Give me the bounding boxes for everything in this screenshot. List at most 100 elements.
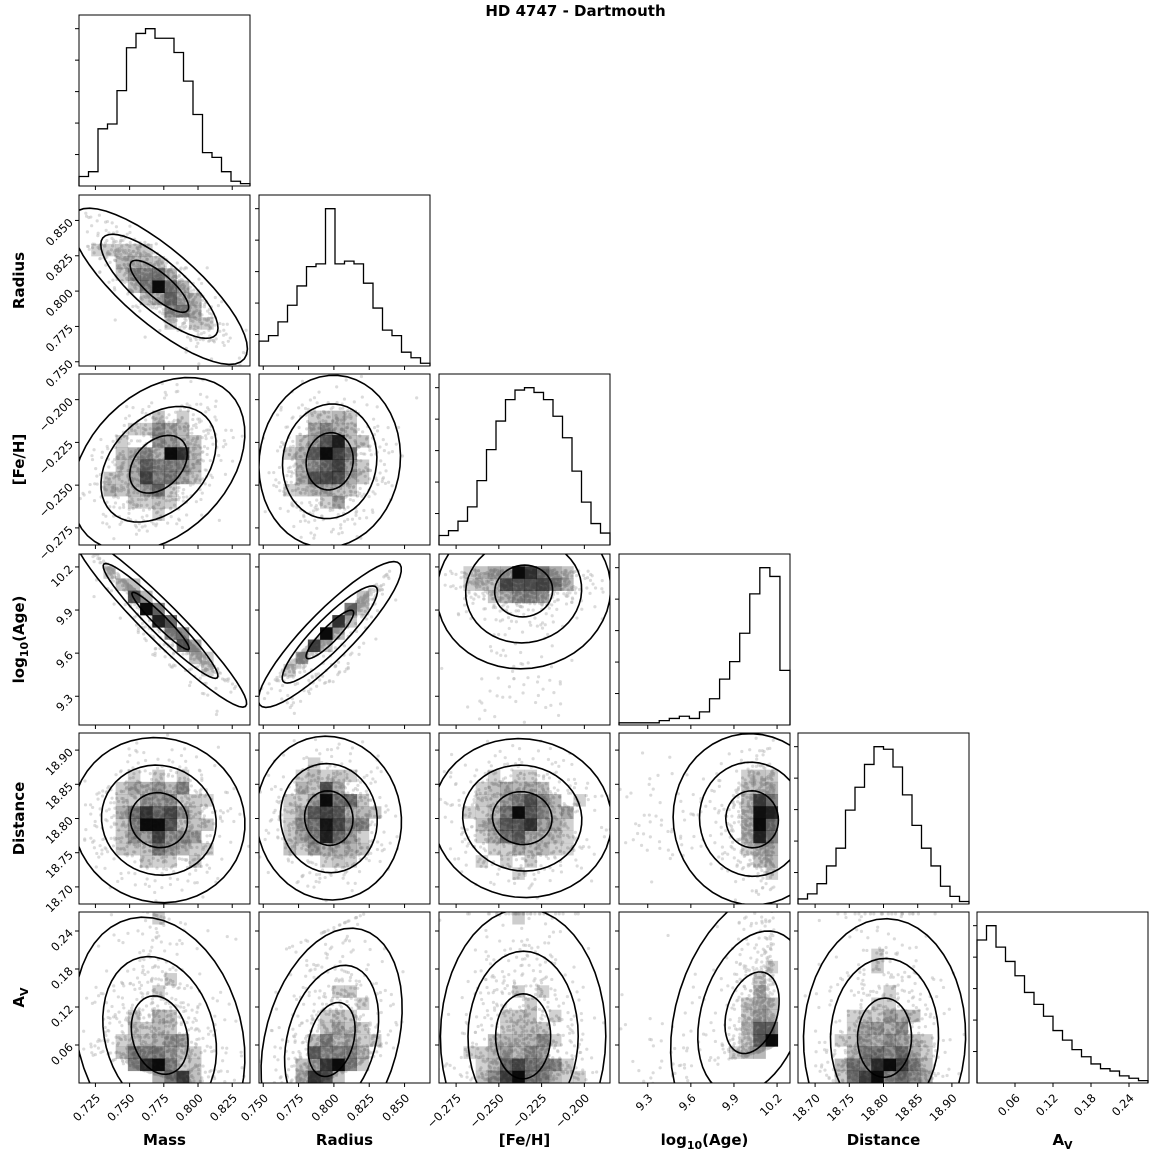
sample-point bbox=[196, 417, 199, 420]
sample-point bbox=[108, 545, 111, 548]
sample-point bbox=[291, 504, 294, 507]
sample-point bbox=[232, 436, 235, 439]
sample-point bbox=[135, 533, 138, 536]
density-bin bbox=[345, 484, 358, 497]
sample-point bbox=[360, 615, 363, 618]
sample-point bbox=[308, 501, 311, 504]
histogram-feh bbox=[435, 374, 610, 549]
density-bin bbox=[320, 411, 333, 424]
sample-point bbox=[208, 339, 211, 342]
sample-point bbox=[397, 426, 400, 429]
sample-point bbox=[173, 419, 176, 422]
sample-point bbox=[214, 687, 217, 690]
density-bin bbox=[165, 472, 178, 485]
sample-point bbox=[176, 261, 179, 264]
panel-frame bbox=[977, 912, 1148, 1083]
sample-point bbox=[358, 517, 361, 520]
sample-point bbox=[202, 430, 205, 433]
sample-point bbox=[92, 448, 95, 451]
sample-point bbox=[163, 396, 166, 399]
sample-point bbox=[280, 697, 283, 700]
sample-point bbox=[360, 495, 363, 498]
density-bin bbox=[116, 472, 129, 485]
sample-point bbox=[536, 624, 539, 627]
sample-point bbox=[66, 551, 69, 554]
sample-point bbox=[208, 312, 211, 315]
sample-point bbox=[185, 513, 188, 516]
sample-point bbox=[376, 429, 379, 432]
sample-point bbox=[459, 576, 462, 579]
sample-point bbox=[349, 653, 352, 656]
sample-point bbox=[164, 391, 167, 394]
sample-point bbox=[107, 281, 110, 284]
sample-point bbox=[387, 577, 390, 580]
sample-point bbox=[121, 239, 124, 242]
panel-frame bbox=[259, 195, 430, 366]
sample-point bbox=[343, 397, 346, 400]
sample-point bbox=[110, 589, 113, 592]
sample-point bbox=[337, 532, 340, 535]
sample-point bbox=[113, 458, 116, 461]
sample-point bbox=[123, 424, 126, 427]
sample-point bbox=[131, 305, 134, 308]
density-bin bbox=[320, 472, 333, 485]
sample-point bbox=[365, 403, 368, 406]
sample-point bbox=[374, 637, 377, 640]
sample-point bbox=[86, 547, 89, 550]
density-bin bbox=[345, 603, 358, 616]
chart-title: HD 4747 - Dartmouth bbox=[0, 2, 1151, 20]
density-bin bbox=[320, 435, 333, 448]
density-bin bbox=[332, 627, 345, 640]
scatter-radius-vs-logage bbox=[250, 554, 430, 729]
sample-point bbox=[387, 451, 390, 454]
density-bin bbox=[189, 293, 202, 306]
sample-point bbox=[315, 527, 318, 530]
density-bin bbox=[189, 460, 202, 473]
density-bin bbox=[332, 472, 345, 485]
density-bin bbox=[165, 460, 178, 473]
sample-point bbox=[254, 453, 257, 456]
sample-point bbox=[207, 432, 210, 435]
density-bin bbox=[165, 447, 178, 460]
sample-point bbox=[135, 304, 138, 307]
sample-point bbox=[178, 274, 181, 277]
sample-point bbox=[115, 240, 118, 243]
density-bin bbox=[152, 423, 165, 436]
sample-point bbox=[93, 560, 96, 563]
sample-point bbox=[54, 516, 57, 519]
sample-point bbox=[214, 296, 217, 299]
sample-point bbox=[211, 443, 214, 446]
sample-point bbox=[203, 305, 206, 308]
density-bin bbox=[320, 460, 333, 473]
sample-point bbox=[272, 471, 275, 474]
sample-point bbox=[144, 418, 147, 421]
sample-point bbox=[90, 224, 93, 227]
sample-point bbox=[86, 245, 89, 248]
sample-point bbox=[339, 526, 342, 529]
sample-point bbox=[195, 403, 198, 406]
sample-point bbox=[367, 495, 370, 498]
sample-point bbox=[286, 694, 289, 697]
density-bin bbox=[116, 447, 129, 460]
sample-point bbox=[135, 525, 138, 528]
density-bin bbox=[128, 496, 141, 509]
sample-point bbox=[586, 570, 589, 573]
sample-point bbox=[195, 426, 198, 429]
sample-point bbox=[177, 486, 180, 489]
sample-point bbox=[219, 459, 222, 462]
sample-point bbox=[93, 499, 96, 502]
sample-point bbox=[495, 651, 498, 654]
sample-point bbox=[309, 531, 312, 534]
sample-point bbox=[89, 547, 92, 550]
sample-point bbox=[97, 232, 100, 235]
sample-point bbox=[89, 483, 92, 486]
sample-point bbox=[522, 613, 525, 616]
sample-point bbox=[224, 429, 227, 432]
sample-point bbox=[127, 517, 130, 520]
sample-point bbox=[221, 341, 224, 344]
sample-point bbox=[57, 525, 60, 528]
sample-point bbox=[238, 357, 241, 360]
sample-point bbox=[346, 518, 349, 521]
sample-point bbox=[231, 460, 234, 463]
